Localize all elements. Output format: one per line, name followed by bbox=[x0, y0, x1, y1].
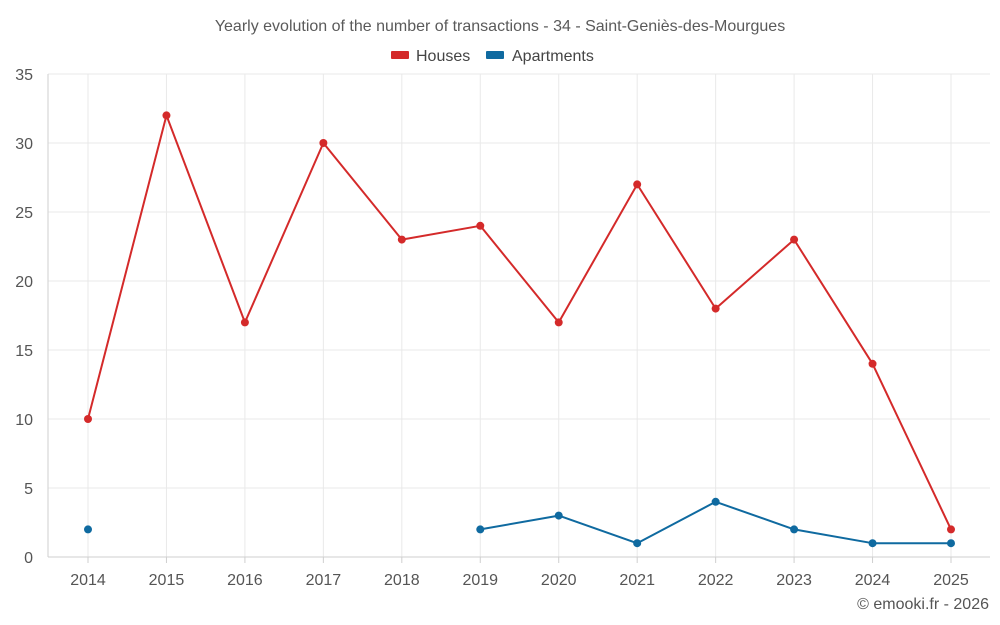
chart-title: Yearly evolution of the number of transa… bbox=[215, 18, 785, 35]
data-point-houses-2016[interactable] bbox=[240, 318, 249, 327]
x-tick-label: 2022 bbox=[698, 572, 734, 589]
data-point-apartments-2019[interactable] bbox=[476, 525, 485, 534]
series-line-houses bbox=[87, 114, 952, 531]
x-tick-label: 2024 bbox=[855, 572, 891, 589]
x-tick-label: 2018 bbox=[384, 572, 420, 589]
data-point-houses-2022[interactable] bbox=[711, 304, 720, 313]
data-point-houses-2020[interactable] bbox=[554, 318, 563, 327]
legend: Houses Apartments bbox=[391, 48, 594, 65]
data-point-apartments-2023[interactable] bbox=[790, 525, 799, 534]
x-tick-label: 2025 bbox=[933, 572, 969, 589]
data-point-houses-2023[interactable] bbox=[790, 235, 799, 244]
data-point-houses-2015[interactable] bbox=[162, 111, 171, 120]
data-point-apartments-2014[interactable] bbox=[84, 525, 92, 534]
data-point-apartments-2024[interactable] bbox=[868, 539, 877, 548]
y-tick-label: 25 bbox=[15, 205, 33, 222]
x-tick-label: 2016 bbox=[227, 572, 263, 589]
series-houses bbox=[84, 111, 955, 534]
legend-swatch-apartments bbox=[486, 51, 504, 59]
data-point-houses-2014[interactable] bbox=[84, 415, 92, 423]
data-point-apartments-2021[interactable] bbox=[633, 539, 642, 548]
y-tick-label: 5 bbox=[24, 481, 33, 498]
y-tick-label: 20 bbox=[15, 274, 33, 291]
x-tick-label: 2014 bbox=[70, 572, 106, 589]
data-point-houses-2019[interactable] bbox=[476, 221, 485, 230]
data-point-apartments-2022[interactable] bbox=[711, 497, 720, 506]
data-point-houses-2021[interactable] bbox=[633, 180, 642, 189]
y-tick-label: 30 bbox=[15, 136, 33, 153]
series-apartments bbox=[84, 497, 955, 548]
x-tick-label: 2017 bbox=[306, 572, 342, 589]
legend-swatch-houses bbox=[391, 51, 409, 59]
data-point-houses-2025[interactable] bbox=[947, 525, 955, 534]
x-tick-label: 2019 bbox=[462, 572, 498, 589]
data-point-houses-2024[interactable] bbox=[868, 359, 877, 368]
data-point-apartments-2025[interactable] bbox=[947, 539, 955, 548]
x-tick-label: 2021 bbox=[619, 572, 655, 589]
y-tick-label: 15 bbox=[15, 343, 33, 360]
data-point-houses-2017[interactable] bbox=[319, 139, 328, 147]
y-tick-label: 35 bbox=[15, 67, 33, 84]
grid bbox=[48, 73, 990, 557]
x-tick-label: 2015 bbox=[149, 572, 185, 589]
y-tick-label: 10 bbox=[15, 412, 33, 429]
series-layer bbox=[84, 111, 955, 548]
copyright-text: © emooki.fr - 2026 bbox=[857, 596, 989, 613]
x-tick-label: 2020 bbox=[541, 572, 577, 589]
data-point-houses-2018[interactable] bbox=[397, 235, 406, 244]
y-tick-label: 0 bbox=[24, 550, 33, 567]
x-tick-label: 2023 bbox=[776, 572, 812, 589]
legend-label-houses: Houses bbox=[416, 48, 470, 65]
data-point-apartments-2020[interactable] bbox=[554, 511, 563, 520]
legend-label-apartments: Apartments bbox=[512, 48, 594, 65]
